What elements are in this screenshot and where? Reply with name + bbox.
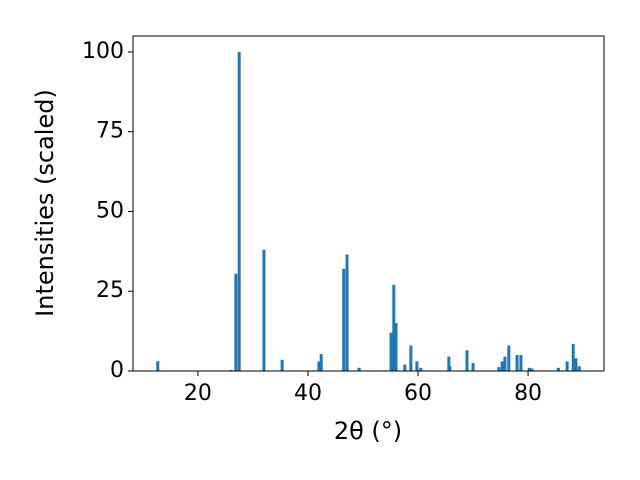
bar (500, 361, 504, 371)
bar (556, 367, 560, 371)
x-axis-label: 2θ (°) (334, 417, 402, 445)
bar (515, 355, 519, 371)
bar (389, 332, 393, 371)
bar (471, 363, 475, 371)
plot-frame (132, 35, 605, 372)
bar (530, 368, 534, 371)
bar (319, 354, 323, 371)
bar (394, 323, 398, 371)
bar (465, 350, 469, 371)
bar (317, 361, 321, 371)
bar (403, 364, 407, 371)
bar (574, 358, 578, 371)
bar (577, 366, 581, 371)
bar (342, 268, 346, 371)
bar (357, 367, 361, 371)
bar (345, 254, 349, 371)
bar (409, 345, 413, 371)
bar (565, 361, 569, 371)
y-tick-label: 25 (96, 278, 124, 303)
y-tick-label: 100 (82, 39, 124, 64)
y-tick-label: 75 (96, 119, 124, 144)
bar (497, 367, 501, 371)
y-tick-label: 50 (96, 198, 124, 223)
bar (392, 284, 396, 371)
y-axis-label: Intensities (scaled) (31, 89, 59, 317)
bar (234, 273, 238, 371)
bar (280, 359, 284, 371)
bar (507, 345, 511, 371)
bar (156, 361, 160, 371)
y-tick-label: 0 (110, 358, 124, 383)
bar (237, 51, 241, 371)
bar (519, 355, 523, 371)
bar (419, 367, 423, 371)
x-tick-label: 80 (514, 381, 542, 406)
x-tick-label: 20 (184, 381, 212, 406)
bar (571, 343, 575, 371)
bar (262, 249, 266, 371)
x-tick-label: 40 (294, 381, 322, 406)
bar (527, 367, 531, 371)
bar (415, 361, 419, 371)
x-tick-label: 60 (404, 381, 432, 406)
bar (503, 356, 507, 371)
bar (447, 356, 451, 371)
bar (448, 366, 452, 371)
